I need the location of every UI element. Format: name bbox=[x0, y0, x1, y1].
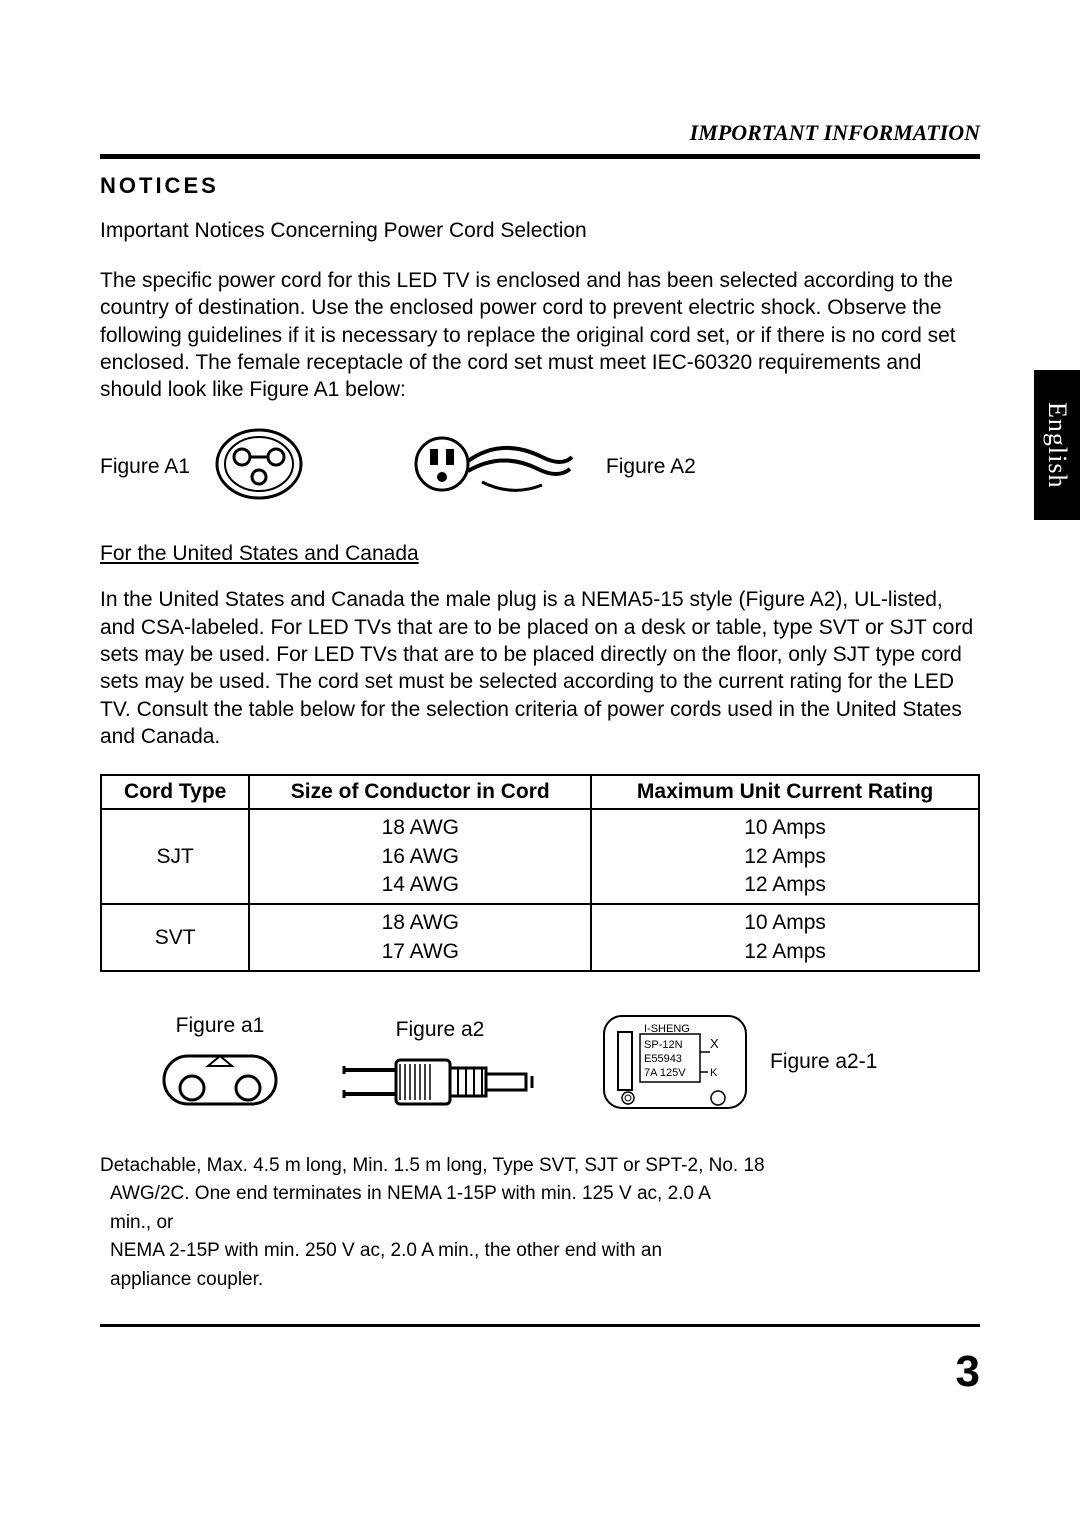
cell-ratings: 10 Amps 12 Amps bbox=[591, 904, 979, 971]
detachable-text: Detachable, Max. 4.5 m long, Min. 1.5 m … bbox=[100, 1152, 980, 1295]
figure-a2-lower-label: Figure a2 bbox=[396, 1018, 485, 1042]
plug-a2-icon bbox=[412, 427, 582, 506]
figure-a2-1: I-SHENG SP-12N E55943 7A 125V X K Figure… bbox=[600, 1012, 877, 1112]
table-row: SJT 18 AWG 16 AWG 14 AWG 10 Amps 12 Amps… bbox=[101, 809, 979, 904]
col-max-rating: Maximum Unit Current Rating bbox=[591, 775, 979, 809]
cell-line: 10 Amps bbox=[600, 814, 970, 842]
detachable-line: Detachable, Max. 4.5 m long, Min. 1.5 m … bbox=[100, 1152, 980, 1181]
label-line4: 7A 125V bbox=[644, 1067, 686, 1079]
table-row: SVT 18 AWG 17 AWG 10 Amps 12 Amps bbox=[101, 904, 979, 971]
cell-line: 18 AWG bbox=[258, 814, 582, 842]
cell-line: 12 Amps bbox=[600, 871, 970, 899]
cell-line: 10 Amps bbox=[600, 909, 970, 937]
cell-sizes: 18 AWG 16 AWG 14 AWG bbox=[249, 809, 591, 904]
cell-ratings: 10 Amps 12 Amps 12 Amps bbox=[591, 809, 979, 904]
figure-row-lower: Figure a1 Figure a2 bbox=[100, 1012, 980, 1112]
cell-cord-type: SVT bbox=[101, 904, 249, 971]
cell-line: 12 Amps bbox=[600, 843, 970, 871]
label-mark: X bbox=[710, 1036, 719, 1051]
cell-line: 18 AWG bbox=[258, 909, 582, 937]
cell-line: 16 AWG bbox=[258, 843, 582, 871]
cell-line: 14 AWG bbox=[258, 871, 582, 899]
label-sub: K bbox=[710, 1067, 718, 1079]
plug-a2-lower-icon bbox=[340, 1052, 540, 1112]
page-number: 3 bbox=[100, 1347, 980, 1397]
label-line1: I-SHENG bbox=[644, 1023, 690, 1035]
cell-line: 17 AWG bbox=[258, 938, 582, 966]
page-content: IMPORTANT INFORMATION NOTICES Important … bbox=[0, 0, 1080, 1457]
figure-a1-lower-label: Figure a1 bbox=[176, 1014, 265, 1038]
cell-line: 12 Amps bbox=[600, 938, 970, 966]
notices-title: NOTICES bbox=[100, 173, 980, 199]
figure-row-a: Figure A1 bbox=[100, 427, 980, 506]
plug-label-icon: I-SHENG SP-12N E55943 7A 125V X K bbox=[600, 1012, 750, 1112]
cell-sizes: 18 AWG 17 AWG bbox=[249, 904, 591, 971]
col-cord-type: Cord Type bbox=[101, 775, 249, 809]
connector-a1-lower-icon bbox=[160, 1048, 280, 1112]
figure-a2-1-label: Figure a2-1 bbox=[770, 1050, 877, 1074]
detachable-line: min., or bbox=[100, 1209, 980, 1238]
table-header-row: Cord Type Size of Conductor in Cord Maxi… bbox=[101, 775, 979, 809]
connector-a1-icon bbox=[214, 427, 304, 506]
label-line2: SP-12N bbox=[644, 1039, 683, 1051]
figure-a1-lower: Figure a1 bbox=[160, 1014, 280, 1112]
header-rule bbox=[100, 154, 980, 159]
detachable-line: AWG/2C. One end terminates in NEMA 1-15P… bbox=[100, 1180, 980, 1209]
footer-rule bbox=[100, 1324, 980, 1327]
detachable-line: appliance coupler. bbox=[100, 1266, 980, 1295]
intro-paragraph: The specific power cord for this LED TV … bbox=[100, 267, 980, 403]
cord-table: Cord Type Size of Conductor in Cord Maxi… bbox=[100, 774, 980, 972]
figure-a2-lower: Figure a2 bbox=[340, 1018, 540, 1112]
section-header: IMPORTANT INFORMATION bbox=[100, 120, 980, 146]
us-canada-paragraph: In the United States and Canada the male… bbox=[100, 586, 980, 750]
us-canada-heading: For the United States and Canada bbox=[100, 542, 980, 566]
col-conductor-size: Size of Conductor in Cord bbox=[249, 775, 591, 809]
detachable-line: NEMA 2-15P with min. 250 V ac, 2.0 A min… bbox=[100, 1237, 980, 1266]
figure-a1-label: Figure A1 bbox=[100, 455, 190, 479]
figure-a2-label: Figure A2 bbox=[606, 455, 696, 479]
label-line3: E55943 bbox=[644, 1053, 682, 1065]
notices-subtitle: Important Notices Concerning Power Cord … bbox=[100, 219, 980, 243]
cell-cord-type: SJT bbox=[101, 809, 249, 904]
